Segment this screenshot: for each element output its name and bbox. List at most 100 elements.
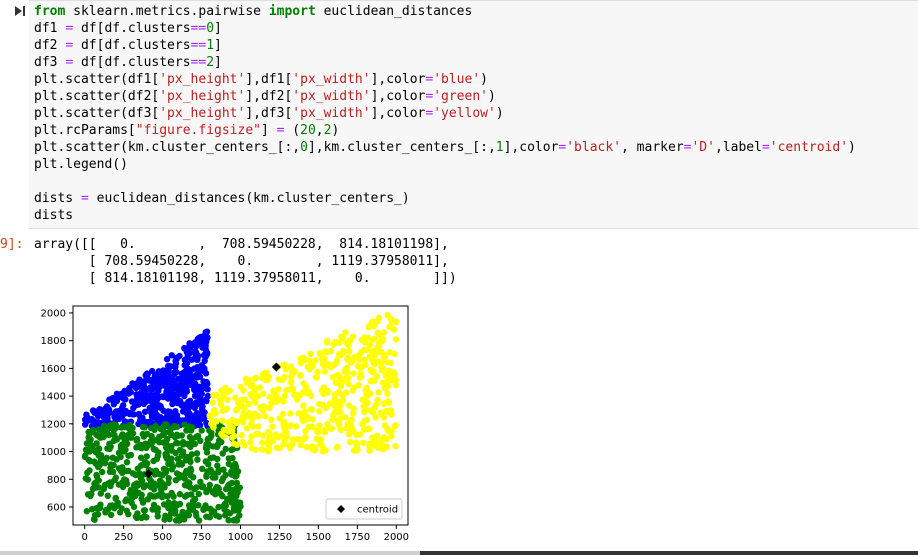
- scatter-point: [82, 421, 89, 428]
- scatter-point: [198, 427, 205, 434]
- scatter-point: [129, 470, 137, 477]
- scatter-point: [247, 439, 254, 446]
- scatter-point: [153, 455, 160, 463]
- scatter-point: [366, 425, 373, 432]
- scatter-point: [281, 392, 289, 400]
- scatter-point: [248, 415, 256, 422]
- scatter-point: [232, 486, 239, 493]
- scatter-point: [219, 450, 226, 457]
- scatter-point: [384, 390, 391, 397]
- scatter-point: [184, 365, 191, 372]
- scatter-point: [95, 409, 102, 416]
- scatter-point: [139, 499, 147, 506]
- scatter-point: [339, 335, 346, 342]
- scatter-point: [222, 512, 229, 519]
- scatter-point: [301, 408, 308, 415]
- scatter-point: [203, 328, 211, 335]
- code-line: from sklearn.metrics.pairwise import euc…: [34, 4, 473, 19]
- scatter-point: [385, 398, 392, 405]
- scatter-point: [105, 506, 112, 513]
- run-cell-icon[interactable]: [13, 4, 27, 18]
- scatter-point: [362, 361, 369, 368]
- scatter-point: [216, 438, 223, 446]
- scatter-point: [375, 389, 382, 396]
- scatter-point: [149, 367, 156, 375]
- scatter-point: [97, 452, 105, 459]
- scatter-point: [240, 418, 247, 426]
- output-line: [ 708.59450228, 0. , 1119.37958011],: [34, 254, 449, 269]
- code-cell[interactable]: from sklearn.metrics.pairwise import euc…: [29, 0, 918, 229]
- scatter-point: [349, 387, 356, 394]
- scatter-point: [167, 363, 174, 370]
- scatter-point: [194, 432, 202, 440]
- scatter-point: [309, 416, 317, 423]
- scatter-point: [170, 398, 177, 405]
- scatter-point: [366, 443, 373, 450]
- scatter-point: [162, 372, 169, 379]
- scatter-point: [341, 368, 348, 375]
- scatter-point: [283, 387, 290, 394]
- scatter-point: [193, 401, 201, 408]
- legend-centroid-marker: [337, 505, 345, 513]
- scatter-point: [303, 443, 311, 451]
- scatter-point: [300, 402, 307, 409]
- scatter-point: [184, 491, 191, 499]
- scatter-point: [376, 438, 383, 446]
- scatter-point: [196, 394, 204, 402]
- scatter-point: [137, 480, 145, 488]
- scatter-point: [364, 399, 371, 407]
- scatter-point: [97, 490, 105, 497]
- scatter-point: [370, 335, 378, 342]
- scatter-point: [287, 379, 295, 386]
- scatter-point: [265, 445, 273, 452]
- scatter-point: [223, 496, 231, 503]
- scatter-point: [81, 416, 89, 423]
- scatter-point: [370, 359, 377, 366]
- scatter-point: [313, 435, 320, 443]
- scatter-point: [266, 432, 274, 439]
- scatter-point: [86, 458, 94, 465]
- scatter-point: [160, 393, 167, 401]
- scatter-point: [141, 408, 149, 415]
- scatter-point: [228, 479, 236, 487]
- scatter-point: [225, 517, 232, 524]
- scatter-point: [140, 433, 148, 440]
- scatter-point: [222, 471, 229, 479]
- horizontal-scrollbar[interactable]: [0, 551, 918, 555]
- scatter-point: [198, 399, 206, 406]
- scatter-point: [265, 440, 273, 447]
- scatter-point: [384, 311, 391, 319]
- scatter-point: [321, 426, 329, 433]
- scatter-point: [269, 423, 276, 430]
- scatter-point: [193, 450, 201, 457]
- scatter-point: [365, 323, 373, 330]
- scatter-point: [173, 413, 180, 420]
- scatter-point: [230, 517, 237, 524]
- scatter-point: [275, 376, 282, 383]
- scatter-point: [111, 424, 119, 431]
- scatter-point: [259, 446, 266, 453]
- scatter-point: [197, 437, 204, 444]
- scatter-point: [90, 516, 98, 523]
- scatter-point: [111, 476, 119, 484]
- scatter-point: [217, 490, 224, 498]
- code-editor[interactable]: from sklearn.metrics.pairwise import euc…: [34, 3, 856, 224]
- scatter-point: [388, 432, 395, 440]
- scatter-point: [375, 331, 383, 338]
- scatter-point: [188, 356, 196, 363]
- scatter-point: [348, 416, 355, 423]
- scatter-point: [233, 479, 240, 487]
- scatter-point: [222, 445, 229, 453]
- scatter-point: [307, 350, 314, 357]
- scatter-point: [360, 439, 367, 446]
- scatter-point: [336, 339, 343, 346]
- scatter-point: [378, 358, 386, 366]
- scatter-point: [322, 348, 329, 355]
- scatter-point: [125, 409, 132, 417]
- scatter-point: [183, 386, 190, 394]
- scatter-point: [188, 451, 196, 458]
- scatter-point: [372, 401, 380, 408]
- scatter-point: [171, 381, 179, 388]
- scatter-point: [123, 467, 130, 475]
